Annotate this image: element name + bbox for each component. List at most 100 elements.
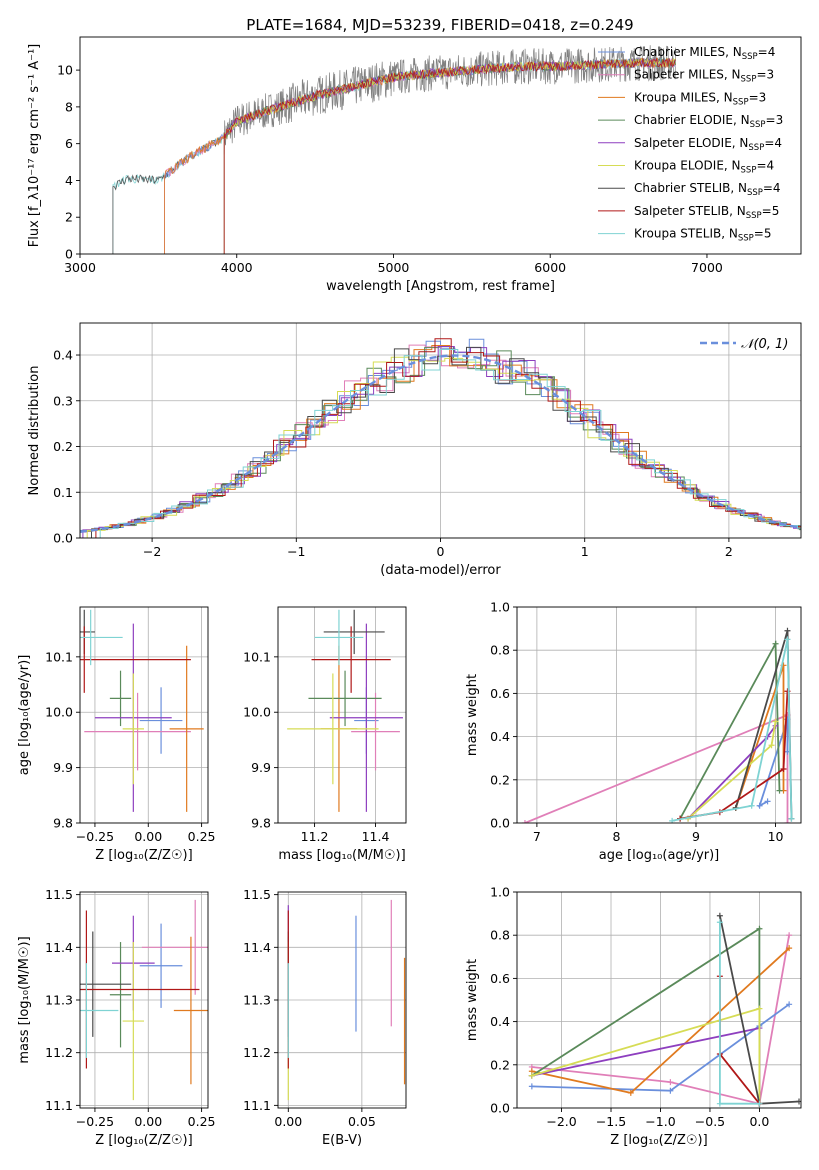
- spectrum-ytick-label: 4: [65, 173, 73, 188]
- legend-nssp: =4: [763, 181, 781, 195]
- spectrum-xtick-label: 4000: [221, 260, 253, 275]
- mass_vs_Z-ytick-label: 11.4: [45, 940, 73, 955]
- spectrum-plot-area: [112, 45, 676, 254]
- residual-histogram: [82, 346, 801, 538]
- mass-weight-marker: [756, 925, 763, 932]
- age_vs_Z-ytick-label: 9.8: [53, 816, 73, 831]
- residuals-xlabel: (data-model)/error: [380, 563, 501, 578]
- mass_vs_Z-ytick-label: 11.5: [45, 887, 73, 902]
- mass_weight_vs_Z-ytick-label: 0.6: [490, 971, 510, 986]
- mass-weight-marker: [776, 787, 783, 794]
- age_vs_mass-ytick-label: 10.1: [243, 649, 271, 664]
- mass_weight_vs_age-ytick-label: 0.2: [490, 772, 510, 787]
- legend-subscript: SSP: [733, 97, 749, 107]
- spectrum-xtick-label: 7000: [691, 260, 723, 275]
- legend-entry: Kroupa MILES, NSSP=3: [634, 90, 766, 107]
- mass_weight_vs_Z-frame: [516, 891, 802, 1109]
- legend-entry: Salpeter STELIB, NSSP=5: [634, 204, 779, 221]
- age_vs_Z-ytick-label: 10.1: [45, 649, 73, 664]
- residuals-ytick-label: 0.4: [53, 348, 73, 363]
- mass-weight-marker: [786, 945, 793, 952]
- mass_weight_vs_age-ytick-label: 1.0: [490, 600, 510, 615]
- legend-subscript: SSP: [748, 143, 764, 153]
- residual-histogram: [86, 356, 801, 538]
- residual-histogram: [99, 349, 801, 538]
- legend-entry: Salpeter ELODIE, NSSP=4: [634, 136, 782, 153]
- residuals-xtick-label: 0: [437, 544, 445, 559]
- age_vs_Z-ylabel: age [log₁₀(age/yr)]: [17, 655, 32, 776]
- mass-weight-line: [531, 927, 761, 1104]
- mass-weight-line: [671, 639, 793, 822]
- mass_weight_vs_Z-xtick-label: −1.0: [645, 1114, 675, 1129]
- mass_vs_Z-ytick-label: 11.1: [45, 1098, 73, 1113]
- mass-weight-marker: [627, 1089, 634, 1096]
- mass-weight-line: [758, 719, 789, 808]
- normal-curve: [80, 354, 801, 533]
- age_vs_Z-xtick-label: −0.25: [76, 829, 114, 844]
- legend-nssp: =3: [756, 68, 774, 82]
- spectrum-xtick-label: 5000: [378, 260, 410, 275]
- mass-weight-marker: [667, 1087, 674, 1094]
- mass-weight-marker: [521, 820, 528, 823]
- mass-weight-marker: [784, 636, 791, 643]
- legend-subscript: SSP: [750, 120, 766, 130]
- mass_weight_vs_age-xtick-label: 9: [692, 829, 700, 844]
- mass-weight-line: [531, 935, 790, 1105]
- legend-nssp: =3: [766, 113, 784, 127]
- mass_weight_vs_Z-panel: −2.0 −1.5 −1.0 −0.5 0.0 0.0 0.2 0.4 0.6 0.8 1.0 Z […: [465, 885, 802, 1148]
- age_vs_mass-frame: [277, 606, 407, 824]
- legend-nssp: =4: [756, 159, 774, 173]
- mass_vs_Z-xtick-label: 0.00: [134, 1114, 162, 1129]
- mass_weight_vs_age-plot-area: [517, 607, 801, 823]
- residual-histogram: [95, 338, 801, 538]
- mass-weight-marker: [786, 932, 793, 939]
- residuals-xtick-label: 2: [725, 544, 733, 559]
- legend-entry: 𝒩(0, 1): [741, 337, 788, 352]
- spectrum-ytick-label: 10: [57, 63, 73, 78]
- mass_vs_Z-xtick-label: 0.25: [188, 1114, 216, 1129]
- mass_vs_ebv-plot-area: [278, 892, 406, 1108]
- residuals-xtick-label: −2: [143, 544, 161, 559]
- mass_vs_Z-xtick-label: −0.25: [76, 1114, 114, 1129]
- age_vs_Z-frame: [79, 606, 209, 824]
- mass-weight-marker: [667, 1079, 674, 1086]
- residual-histogram: [91, 346, 801, 538]
- residuals-ylabel: Normed distribution: [27, 366, 42, 496]
- spectrum-model-line: [223, 57, 676, 254]
- mass-weight-marker: [784, 627, 791, 634]
- mass_weight_vs_age-ytick-label: 0.8: [490, 643, 510, 658]
- mass_weight_vs_age-panel: 7 8 9 10 0.0 0.2 0.4 0.6 0.8 1.0 age [log₁₀(age/yr…: [465, 600, 802, 863]
- age_vs_mass-plot-area: [278, 607, 406, 823]
- mass-weight-line: [531, 1003, 790, 1092]
- spectrum-xtick-label: 3000: [64, 260, 96, 275]
- mass_vs_ebv-ytick-label: 11.3: [243, 993, 271, 1008]
- age_vs_Z-xtick-label: 0.25: [188, 829, 216, 844]
- mass_vs_Z-ytick-label: 11.2: [45, 1045, 73, 1060]
- mass_weight_vs_Z-xtick-label: −1.5: [596, 1114, 626, 1129]
- legend-entry: Salpeter MILES, NSSP=3: [634, 68, 774, 85]
- residuals-ytick-label: 0.2: [53, 439, 73, 454]
- age_vs_mass-ytick-label: 10.0: [243, 705, 271, 720]
- mass_weight_vs_Z-xlabel: Z [log₁₀(Z/Z☉)]: [610, 1133, 707, 1148]
- mass_weight_vs_Z-xtick-label: −0.5: [695, 1114, 725, 1129]
- spectrum-model-line: [223, 57, 676, 254]
- legend-nssp: =5: [754, 227, 772, 241]
- legend-entry: Chabrier MILES, NSSP=4: [634, 45, 775, 62]
- residual-histogram: [80, 346, 801, 532]
- legend-nssp: =4: [764, 136, 782, 150]
- mass_vs_ebv-ytick-label: 11.1: [243, 1098, 271, 1113]
- mass-weight-marker: [756, 1100, 763, 1107]
- mass-weight-marker: [756, 802, 763, 809]
- mass_weight_vs_age-ytick-label: 0.0: [490, 816, 510, 831]
- legend-nssp: =3: [749, 90, 767, 104]
- mass_vs_Z-xlabel: Z [log₁₀(Z/Z☉)]: [95, 1133, 192, 1148]
- mass_weight_vs_Z-ytick-label: 1.0: [490, 885, 510, 900]
- mass_vs_ebv-ytick-label: 11.4: [243, 940, 271, 955]
- age_vs_Z-panel: −0.25 0.00 0.25 9.8 9.9 10.0 10.1 Z [log₁₀(Z/Z☉…: [17, 606, 216, 863]
- mass_vs_ebv-ytick-label: 11.2: [243, 1045, 271, 1060]
- mass-weight-marker: [528, 1072, 535, 1079]
- legend-subscript: SSP: [742, 52, 758, 62]
- spectrum-frame: [79, 36, 802, 255]
- legend-subscript: SSP: [738, 234, 754, 244]
- mass_vs_ebv-xlabel: E(B-V): [322, 1133, 362, 1148]
